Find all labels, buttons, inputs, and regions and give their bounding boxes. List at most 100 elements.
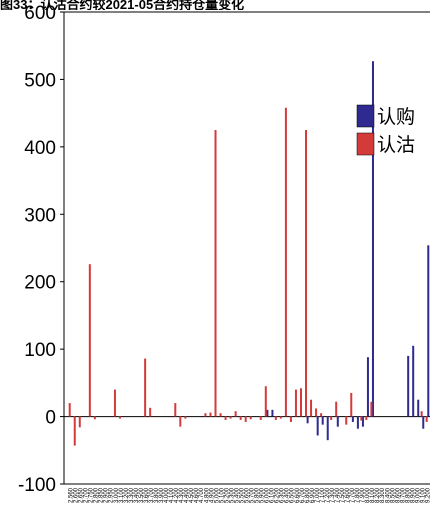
y-tick-label: -100 [18,475,56,496]
bar-put [78,416,81,428]
x-tick-label: 3.300 [129,487,135,503]
x-tick-label: 8.100 [370,487,376,503]
bar-call [371,61,374,417]
bar-put [184,416,187,419]
bar-call [351,416,354,422]
x-tick-label: 9.200 [425,487,430,503]
bar-put [274,416,277,420]
x-tick-label: 3.900 [159,487,165,503]
bar-put [249,416,252,420]
x-tick-label: 7.300 [330,487,336,503]
x-tick-label: 4.000 [164,487,170,503]
x-tick-label: 3.700 [149,487,155,503]
x-tick-label: 8.300 [380,487,386,503]
x-tick-label: 3.000 [114,487,120,503]
bar-call [306,416,309,424]
y-tick-label: 100 [24,340,56,361]
axes: -100 0 100 200 300 400 500 600 [18,3,430,496]
x-tick-label: 2.600 [74,487,80,503]
x-tick-label: 7.500 [340,487,346,503]
y-tick-label: 300 [24,205,56,226]
x-tick-label: 3.800 [154,487,160,503]
x-tick-label: 2.800 [94,487,100,503]
bar-put [93,416,96,420]
bar-put [229,416,232,419]
x-tick-label: 7.900 [360,487,366,503]
bar-put [204,413,207,417]
bar-put [365,416,368,420]
x-tick-label: 4.500 [189,487,195,503]
x-tick-label: 5.300 [229,487,235,503]
bar-put [118,416,121,419]
bar-call [422,416,425,429]
x-tick-label: 7.000 [315,487,321,503]
x-tick-label: 7.400 [335,487,341,503]
bar-put [264,386,267,417]
x-tick-label: 4.700 [199,487,205,503]
x-tick-label: 9.000 [415,487,421,503]
bar-put [370,401,373,417]
x-tick-label: 7.200 [325,487,331,503]
y-tick-label: 500 [24,70,56,91]
x-tick-label: 8.400 [385,487,391,503]
x-tick-label: 6.100 [270,487,276,503]
bar-call [412,345,415,417]
bar-put [289,416,292,422]
x-tick-label: 6.900 [310,487,316,503]
bar-call [321,416,324,425]
x-tick-label: 6.400 [285,487,291,503]
bar-put [299,388,302,417]
y-tick-label: 200 [24,273,56,294]
x-tick-label: 6.300 [280,487,286,503]
x-tick-label: 3.500 [139,487,145,503]
x-tick-label: 3.200 [124,487,130,503]
x-tick-label: 3.400 [134,487,140,503]
y-tick-label: 600 [24,3,56,24]
x-tick-label: 5.500 [239,487,245,503]
bar-put [360,416,363,421]
x-tick-label: 8.700 [400,487,406,503]
bar-call [316,416,319,436]
x-tick-label: 7.800 [355,487,361,503]
legend-label: 认购 [377,106,415,128]
bar-put [310,399,313,417]
x-tick-label: 5.100 [219,487,225,503]
x-tick-label: 4.600 [194,487,200,503]
y-tick-label: 0 [45,408,56,429]
bar-call [356,416,359,429]
x-tick-label: 7.100 [320,487,326,503]
legend-swatch [356,104,375,128]
bar-put [73,416,76,446]
bar-put [294,389,297,417]
bar-put [425,416,428,422]
x-tick-label: 4.900 [209,487,215,503]
x-tick-label: 5.900 [260,487,266,503]
x-tick-label: 2.950 [109,487,115,503]
bar-call [271,409,274,417]
bar-put [345,416,348,425]
x-tick-label: 2.650 [79,487,85,503]
bar-put [179,416,182,427]
x-tick-label: 4.100 [169,487,175,503]
x-tick-labels: 2.560 2.600 2.650 2.700 2.750 2.800 2.850 2.900… [69,487,430,503]
x-tick-label: 8.200 [375,487,381,503]
x-tick-label: 5.800 [255,487,261,503]
bars [68,61,430,446]
x-tick-label: 9.100 [420,487,426,503]
x-tick-label: 4.400 [184,487,190,503]
chart-title: 图33：认沽合约较2021-05合约持仓量变化 [0,0,245,10]
x-tick-label: 2.750 [89,487,95,503]
bar-call [336,416,339,427]
x-tick-label: 4.200 [174,487,180,503]
bar-call [266,409,269,417]
x-tick-label: 2.700 [84,487,90,503]
bar-put [234,411,237,417]
x-tick-label: 6.500 [290,487,296,503]
x-tick-label: 8.900 [410,487,416,503]
bar-put [113,389,116,417]
bar-put [244,416,247,422]
bar-put [209,412,212,417]
x-tick-label: 7.600 [345,487,351,503]
x-tick-label: 4.300 [179,487,185,503]
